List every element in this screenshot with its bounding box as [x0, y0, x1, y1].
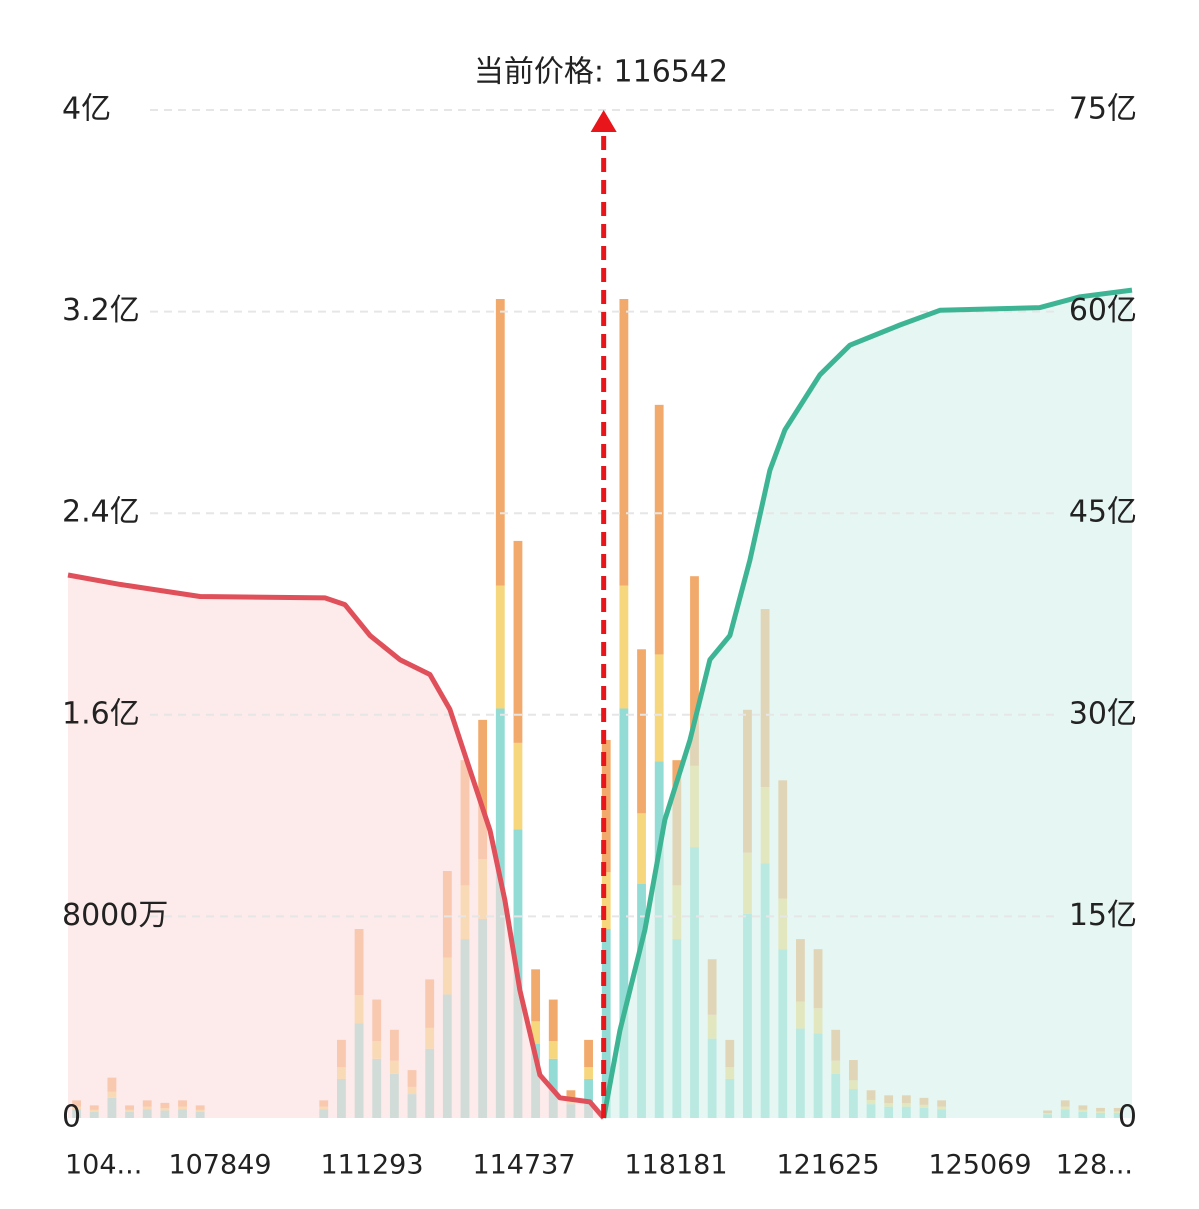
bar-segment	[513, 540, 523, 743]
bar-segment	[513, 742, 523, 830]
bar-segment	[637, 649, 646, 814]
area	[68, 575, 604, 1118]
y-tick-label: 2.4亿	[62, 495, 140, 530]
area	[603, 290, 1132, 1119]
x-tick-label: 125069	[928, 1150, 1031, 1181]
bar-segment	[548, 1041, 558, 1059]
bar-segment	[654, 654, 664, 762]
bar-segment	[601, 872, 611, 929]
bar-segment	[654, 404, 664, 655]
bar-segment	[619, 585, 629, 709]
line	[67, 572, 606, 1120]
y2-tick-label: 75亿	[1069, 92, 1137, 127]
x-tick-label: 111293	[320, 1150, 423, 1181]
labels: 0 8000万 1.6亿 2.4亿 3.2亿 4亿 0 15亿 30亿 45亿 60亿 75亿 104.…	[62, 92, 1137, 1181]
bar-segment	[531, 1021, 541, 1044]
x-tick-label: 107849	[168, 1150, 271, 1181]
x-tick-label: 128...	[1056, 1150, 1133, 1181]
y2-tick-label: 45亿	[1069, 495, 1137, 530]
bar-segment	[584, 1039, 593, 1068]
x-tick-label: 118181	[624, 1150, 727, 1181]
bar-segment	[495, 299, 505, 586]
bar-segment	[531, 969, 541, 1022]
y2-tick-label: 0	[1118, 1100, 1137, 1135]
areas	[68, 290, 1132, 1119]
y-tick-label: 0	[62, 1100, 81, 1135]
bar-segment	[584, 1078, 593, 1118]
x-tick-label: 114737	[472, 1150, 575, 1181]
y-tick-label: 4亿	[62, 92, 111, 127]
y2-tick-label: 60亿	[1069, 293, 1137, 328]
lines	[67, 110, 1133, 1120]
y-tick-label: 8000万	[62, 898, 168, 933]
bar-segment	[548, 999, 558, 1042]
bar-segment	[584, 1067, 593, 1079]
bar-segment	[601, 740, 611, 873]
price-marker-arrow	[590, 110, 617, 132]
bar-segment	[495, 585, 505, 709]
bar-segment	[478, 719, 488, 860]
x-tick-label: 121625	[776, 1150, 879, 1181]
y-tick-label: 3.2亿	[62, 293, 140, 328]
x-tick-label: 104...	[65, 1150, 142, 1181]
bar-segment	[690, 576, 699, 766]
bar-segment	[566, 1090, 576, 1100]
bar-segment	[619, 708, 629, 1118]
y2-tick-label: 15亿	[1069, 898, 1137, 933]
line	[601, 287, 1133, 1119]
bar-segment	[601, 929, 611, 1118]
y-tick-label: 1.6亿	[62, 696, 140, 731]
bar-segment	[619, 299, 629, 586]
bar-segment	[637, 813, 646, 884]
y2-tick-label: 30亿	[1069, 696, 1137, 731]
current-price-label: 当前价格: 116542	[474, 55, 728, 90]
